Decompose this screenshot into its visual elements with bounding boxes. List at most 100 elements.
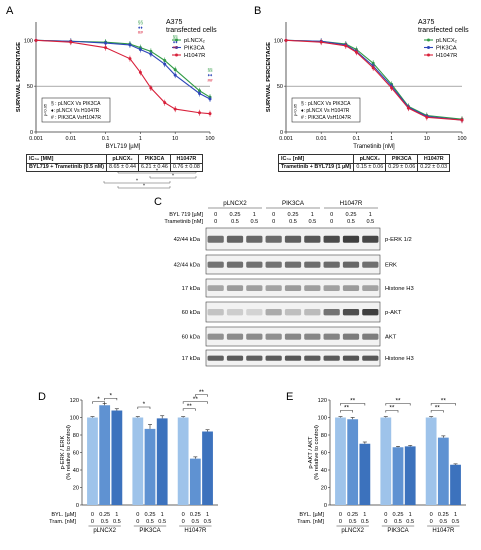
- group-label: PIK3CA: [139, 528, 160, 534]
- panel-label-e: E: [286, 391, 293, 403]
- blot-band: [304, 285, 321, 292]
- x-tick-label: 10: [172, 136, 178, 142]
- y-tick-label: 100: [318, 416, 327, 422]
- blot-band: [362, 355, 379, 361]
- y-axis-title: (% relative to control): [66, 425, 72, 480]
- ic50-table-b-r1: 0.15 ± 0.06: [353, 162, 387, 173]
- blot-row-label: BYL 719 [µM]: [169, 212, 203, 218]
- dose-row-label: BYL. [µM]: [51, 512, 76, 518]
- legend-entry: H1047R: [184, 53, 205, 59]
- blot-band: [342, 309, 360, 316]
- bar: [202, 431, 213, 505]
- blot-protein-label: Histone H3: [385, 356, 414, 362]
- series-line-2: [35, 39, 211, 115]
- dose-byl: 0: [182, 512, 185, 518]
- blot-mw-label: 42/44 kDa: [174, 263, 201, 269]
- blot-band: [246, 309, 263, 316]
- group-label: H1047R: [184, 528, 207, 534]
- x-tick-label: 100: [457, 136, 466, 142]
- cell-line-label: transfected cells: [418, 27, 469, 34]
- data-point: [163, 62, 167, 66]
- blot-band: [323, 333, 340, 340]
- blot-mw-label: 17 kDa: [182, 286, 201, 292]
- blot-band: [362, 309, 379, 316]
- x-axis-title: Trametinib [nM]: [353, 144, 395, 150]
- legend-entry: H1047R: [436, 53, 457, 59]
- lane-dose-byl: 0: [330, 212, 333, 218]
- data-point: [149, 52, 153, 56]
- significance-bracket: [430, 410, 444, 413]
- lane-dose-byl: 0: [272, 212, 275, 218]
- group-label: pLNCX2: [341, 528, 364, 534]
- legend-entry: PIK3CA: [184, 46, 205, 52]
- bar: [347, 419, 359, 505]
- cell-line-label: A375: [418, 19, 434, 26]
- significance-star: *: [143, 401, 146, 408]
- dose-tram: 0: [182, 519, 185, 525]
- y-axis-title: p-ERK / ERK: [60, 435, 66, 469]
- blot-band: [226, 261, 244, 268]
- data-point: [69, 40, 73, 44]
- dose-tram: 0: [136, 519, 139, 525]
- x-tick-label: 10: [424, 136, 430, 142]
- blot-band: [265, 355, 282, 361]
- blot-band: [342, 285, 360, 292]
- blot-band: [284, 261, 302, 268]
- significance-star: **: [441, 398, 447, 405]
- dose-byl: 0.25: [347, 512, 358, 518]
- dose-byl: 1: [115, 512, 118, 518]
- dose-tram: 0.5: [146, 519, 154, 525]
- panel-label-b: B: [254, 5, 261, 17]
- data-point: [208, 97, 212, 101]
- dose-response-chart-a: 0 50 100 0.001 0.01 0.1 1 10 100 BYL719 [µM] SURVI…: [16, 19, 217, 190]
- data-point: [163, 101, 167, 105]
- x-tick-label: 1: [390, 136, 393, 142]
- lane-dose-byl: 0.25: [288, 212, 299, 218]
- blot-protein-label: AKT: [385, 335, 397, 341]
- dose-tram: 0: [91, 519, 94, 525]
- y-tick-label: 50: [277, 84, 283, 90]
- significance-legend-box: [291, 97, 361, 123]
- bar: [132, 417, 144, 505]
- ic50-table-a-h0: IC₅₀ [MM]: [25, 154, 108, 164]
- dose-tram: 0.5: [158, 519, 166, 525]
- legend-entry: pLNCX₂: [436, 38, 457, 44]
- dose-row-label: Tram. [nM]: [297, 519, 324, 525]
- data-point: [425, 115, 429, 119]
- lane-dose-tram: 0.5: [308, 219, 316, 225]
- blot-band: [304, 235, 321, 243]
- blot-group-label: H1047R: [340, 200, 363, 207]
- cell-line-label: A375: [166, 19, 182, 26]
- dose-row-label: BYL. [µM]: [299, 512, 324, 518]
- bar: [335, 417, 346, 505]
- dose-tram: 0.5: [394, 519, 402, 525]
- bar: [425, 417, 437, 505]
- blot-band: [246, 261, 263, 268]
- data-point: [104, 41, 108, 45]
- bar: [380, 417, 392, 505]
- lane-dose-tram: 0.5: [231, 219, 239, 225]
- blot-band: [284, 355, 302, 361]
- dose-byl: 0.25: [145, 512, 156, 518]
- bar: [450, 464, 461, 505]
- bar: [437, 437, 449, 505]
- blot-band: [207, 285, 224, 292]
- legend-entry: pLNCX₂: [184, 38, 205, 44]
- x-tick-label: 1: [139, 136, 142, 142]
- blot-band: [265, 333, 282, 340]
- ic50-table-b-h2: PIK3CA: [385, 154, 419, 164]
- data-point: [104, 46, 108, 50]
- data-point: [284, 38, 288, 42]
- bar: [392, 447, 404, 505]
- dose-byl: 0.25: [393, 512, 404, 518]
- y-axis-title: p-AKT / AKT: [308, 436, 314, 469]
- panel-label-d: D: [38, 391, 46, 403]
- significance-star: **: [435, 405, 441, 412]
- significance-legend-box: [41, 97, 111, 123]
- y-tick-label: 100: [274, 38, 283, 44]
- x-tick-label: 0.1: [102, 136, 110, 142]
- significance-legend-entry: ♦: pLNCX Vs H1047R: [51, 108, 100, 114]
- significance-legend-entry: ♦: pLNCX Vs H1047R: [301, 108, 350, 114]
- significance-star: **: [344, 405, 350, 412]
